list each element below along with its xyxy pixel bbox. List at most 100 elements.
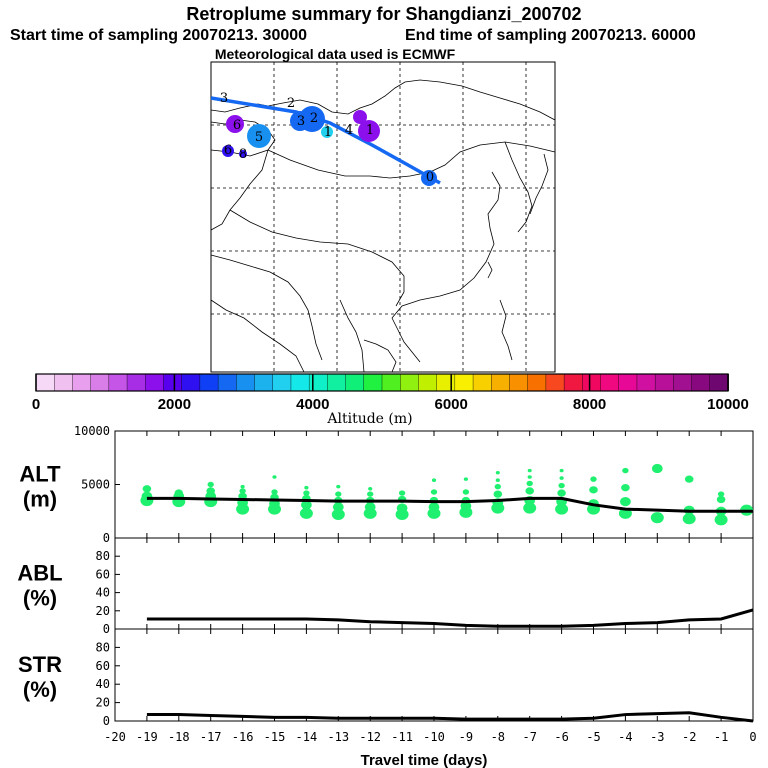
trajectory-day-label: 8 — [239, 147, 247, 162]
panel-ylabel-unit: (%) — [23, 586, 57, 611]
trajectory-day-label: 3 — [220, 91, 228, 106]
x-axis-label: Travel time (days) — [361, 752, 488, 768]
colorbar-cell — [491, 373, 511, 392]
colorbar-cell — [308, 373, 329, 392]
coastline-china-east — [391, 171, 501, 319]
altitude-plume-dot — [332, 502, 344, 512]
altitude-plume-dot — [336, 484, 341, 489]
trajectory-day-label: 0 — [426, 170, 434, 185]
border-tibet — [229, 209, 405, 307]
colorbar-cell — [400, 373, 420, 392]
altitude-plume-dot — [301, 500, 312, 510]
border-mongolia-south — [267, 141, 556, 179]
figure-title: Retroplume summary for Shangdianzi_20070… — [186, 4, 581, 24]
altitude-plume-dot — [557, 489, 566, 497]
x-tick-label: -8 — [491, 730, 505, 744]
colorbar-cell — [217, 373, 238, 392]
altitude-plume-dot — [299, 507, 313, 519]
x-tick-label: -6 — [554, 730, 568, 744]
coastline-indochina — [339, 299, 365, 373]
series-line — [146, 711, 754, 723]
colorbar-cell — [272, 373, 292, 392]
alt-panel: ALT(m) 10000 5000 0 — [19, 424, 754, 545]
trajectory-day-label: 2 — [287, 96, 295, 111]
border-china-west — [210, 149, 269, 231]
colorbar-ticks: 0 2000 4000 6000 8000 10000 — [32, 374, 749, 413]
plume-marker — [421, 170, 437, 186]
y-tick-label: 0 — [103, 714, 110, 728]
time-series-panels: ALT(m)1000050000ABL(%)806040200STR(%)806… — [17, 424, 756, 768]
panel-ylabel: ALT — [19, 462, 61, 487]
colorbar-cell — [327, 373, 347, 392]
altitude-plume-dot — [174, 489, 184, 497]
altitude-plume-dot — [651, 463, 663, 474]
colorbar-cell — [527, 373, 547, 392]
colorbar-cell — [600, 373, 620, 392]
plume-marker — [321, 126, 333, 138]
altitude-plume-dot — [621, 484, 630, 492]
coastline-philippines — [499, 299, 513, 361]
x-tick-label: -4 — [618, 730, 632, 744]
abl-panel: ABL(%) 80 60 40 20 0 — [17, 537, 754, 636]
altitude-plume-dot — [717, 491, 725, 497]
map-frame — [210, 61, 556, 373]
altitude-plume-dot — [335, 491, 342, 497]
colorbar-cell — [254, 373, 274, 392]
coastline-taiwan — [487, 261, 493, 279]
plume-marker — [358, 120, 380, 142]
trajectory-day-label: 6 — [233, 118, 241, 133]
colorbar-cell — [454, 373, 474, 392]
colorbar-cell — [72, 373, 92, 392]
coastline-korea — [504, 141, 533, 233]
trajectory-day-label: 6 — [224, 143, 232, 158]
x-tick-label: -17 — [200, 730, 222, 744]
panel-ylabel: STR — [18, 652, 62, 677]
colorbar-cell — [163, 373, 183, 392]
colorbar-tick-label: 4000 — [296, 396, 329, 413]
colorbar-cell — [618, 373, 638, 392]
x-tick-label: -9 — [459, 730, 473, 744]
y-tick-label: 10000 — [74, 424, 110, 438]
altitude-plume-dot — [527, 468, 532, 473]
altitude-plume-dot — [206, 487, 215, 495]
altitude-plume-dot — [239, 488, 246, 494]
altitude-plume-dot — [207, 481, 214, 488]
altitude-plume-dot — [430, 489, 438, 495]
border-india — [210, 254, 323, 361]
colorbar-cell — [673, 373, 693, 392]
altitude-plume-dot — [650, 512, 664, 524]
x-tick-label: -16 — [232, 730, 254, 744]
altitude-plume-dot — [555, 503, 569, 515]
plume-marker — [247, 124, 271, 148]
y-tick-label: 40 — [96, 586, 110, 600]
trajectory-day-label: 3 — [297, 114, 305, 129]
colorbar-tick-label: 2000 — [158, 396, 191, 413]
altitude-plume-dot — [590, 476, 597, 482]
y-tick-label: 20 — [96, 696, 110, 710]
colorbar-cell — [181, 373, 201, 392]
colorbar-cell — [472, 373, 493, 392]
colorbar-tick-label: 8000 — [573, 396, 606, 413]
colorbar-cell — [436, 373, 456, 392]
x-tick-label: -20 — [104, 730, 126, 744]
altitude-plume-dot — [494, 483, 501, 490]
y-tick-label: 80 — [96, 549, 110, 563]
y-tick-label: 0 — [103, 622, 110, 636]
colorbar-cell — [582, 373, 602, 392]
trajectory-day-label: 5 — [255, 130, 263, 145]
x-tick-label: -2 — [682, 730, 696, 744]
colorbar-tick-label: 10000 — [707, 396, 749, 413]
x-tick-label: 0 — [749, 730, 756, 744]
coastline-vietnam — [391, 317, 421, 363]
end-time-label: End time of sampling 20070213. 60000 — [405, 27, 696, 44]
altitude-plume-dot — [682, 513, 696, 525]
colorbar-cell — [126, 373, 147, 392]
altitude-plume-dot — [398, 490, 406, 496]
x-tick-label: -11 — [391, 730, 413, 744]
map-gridlines — [211, 62, 555, 372]
altitude-plume-dot — [240, 484, 245, 489]
colorbar-cell — [636, 373, 656, 392]
